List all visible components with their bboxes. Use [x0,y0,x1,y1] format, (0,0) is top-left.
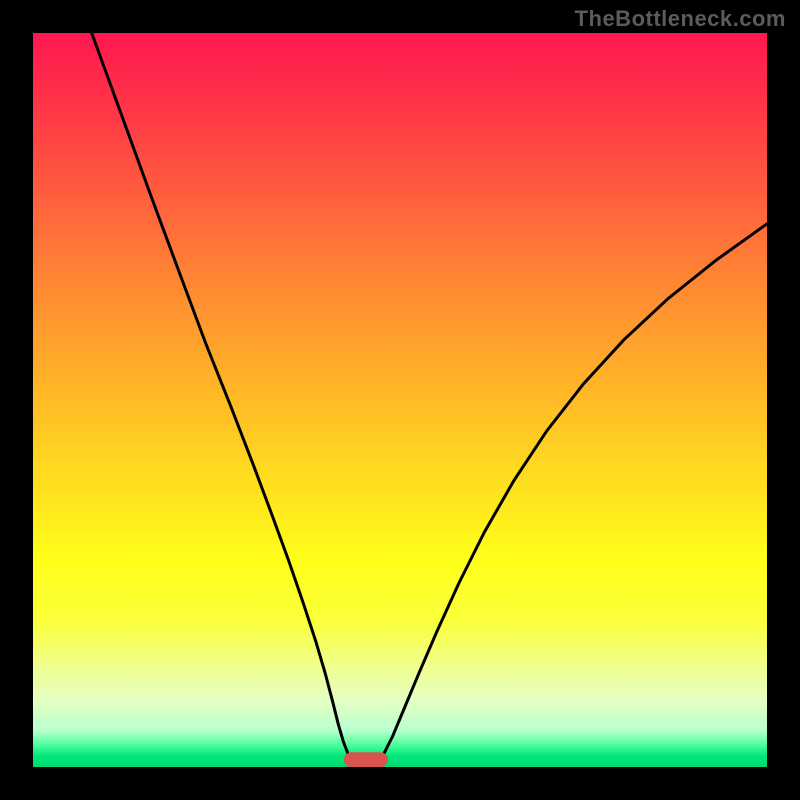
watermark-text: TheBottleneck.com [575,6,786,32]
plot-area [33,33,767,767]
right-curve [378,224,767,764]
left-curve [92,33,355,764]
bottleneck-marker [344,752,388,767]
curve-layer [33,33,767,767]
chart-frame: TheBottleneck.com [0,0,800,800]
